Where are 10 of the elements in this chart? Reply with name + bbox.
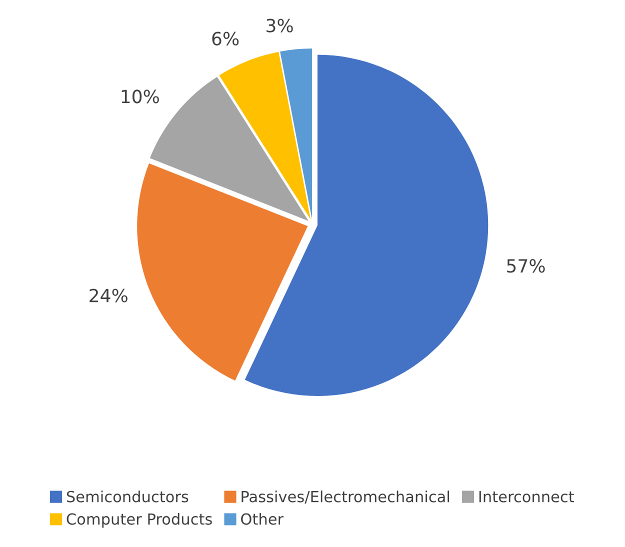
data-label: 57% [507,259,545,273]
legend-label: Semiconductors [66,490,188,502]
data-label: 10% [122,90,159,104]
data-label: 6% [212,32,239,46]
legend-label: Passives/Electromechanical [242,490,449,504]
legend-label: Other [241,512,284,525]
legend-label: Computer Products [66,512,212,528]
data-label: 3% [266,18,293,32]
legend-label: Interconnect [479,491,574,502]
data-label: 24% [90,288,128,302]
